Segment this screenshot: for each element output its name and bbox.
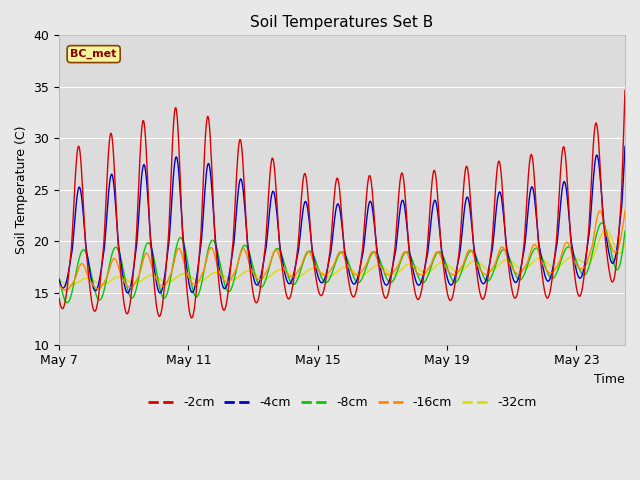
X-axis label: Time: Time (595, 373, 625, 386)
Y-axis label: Soil Temperature (C): Soil Temperature (C) (15, 126, 28, 254)
Title: Soil Temperatures Set B: Soil Temperatures Set B (250, 15, 434, 30)
Text: BC_met: BC_met (70, 49, 117, 59)
Legend: -2cm, -4cm, -8cm, -16cm, -32cm: -2cm, -4cm, -8cm, -16cm, -32cm (143, 391, 541, 414)
